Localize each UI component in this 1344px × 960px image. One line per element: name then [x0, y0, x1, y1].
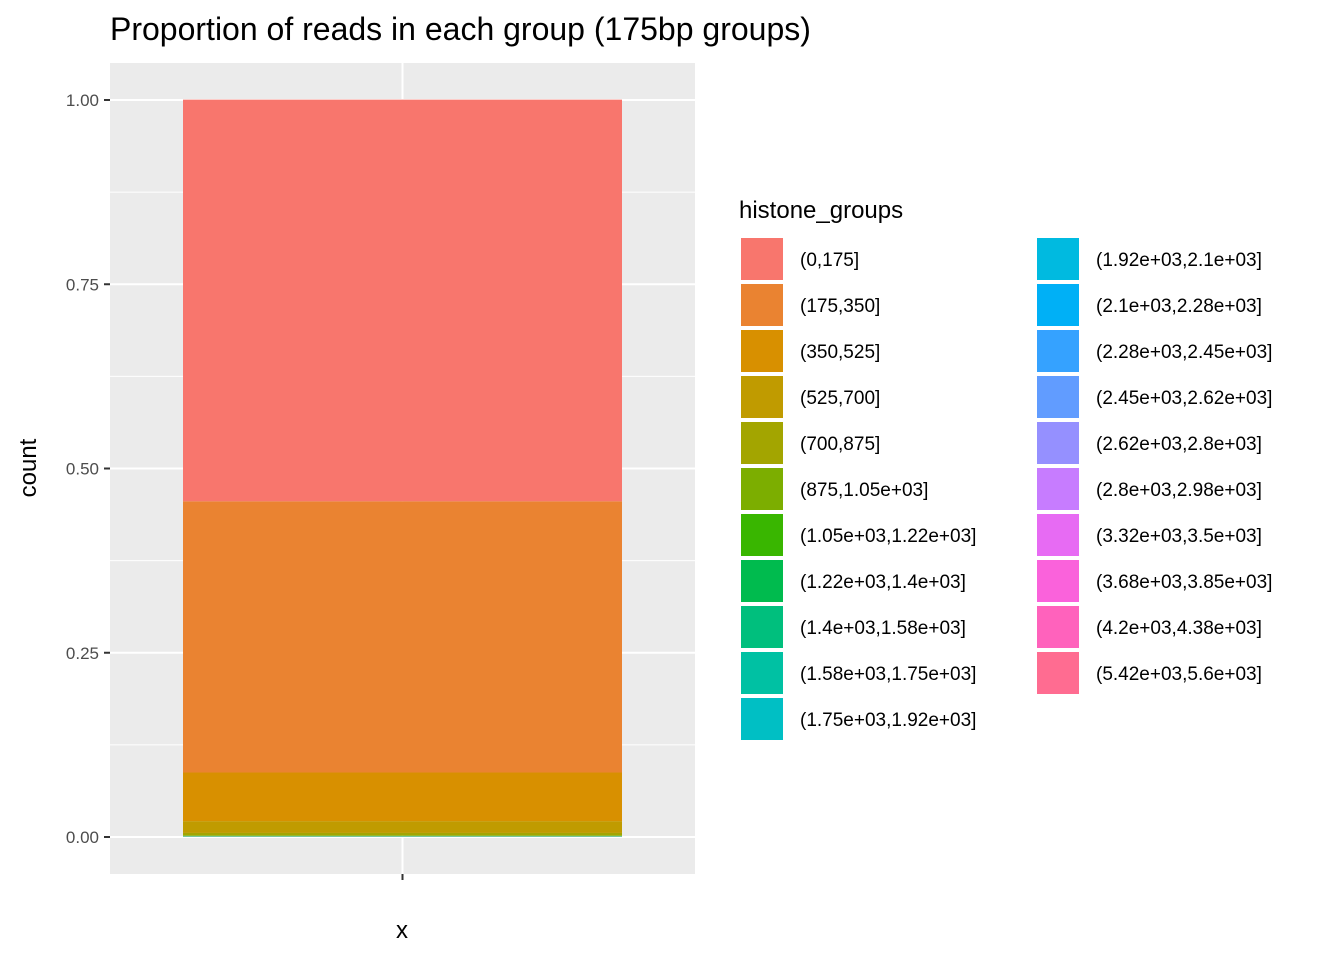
bar-segment [183, 772, 622, 822]
legend-key [1035, 512, 1081, 558]
bar-segment [183, 835, 622, 836]
legend-key [739, 420, 785, 466]
legend-label: (2.45e+03,2.62e+03] [1096, 388, 1272, 409]
y-tick-label: 0.50 [66, 460, 99, 479]
legend-label: (350,525] [800, 342, 880, 363]
legend-label: (2.62e+03,2.8e+03] [1096, 434, 1262, 455]
legend-label: (1.05e+03,1.22e+03] [800, 526, 976, 547]
legend-label: (3.68e+03,3.85e+03] [1096, 572, 1272, 593]
legend-key [1035, 604, 1081, 650]
x-axis-label: x [396, 917, 408, 944]
legend-label: (4.2e+03,4.38e+03] [1096, 618, 1262, 639]
legend-label: (2.8e+03,2.98e+03] [1096, 480, 1262, 501]
legend-key [739, 512, 785, 558]
legend-label: (2.28e+03,2.45e+03] [1096, 342, 1272, 363]
y-tick-label: 1.00 [66, 91, 99, 110]
legend-label: (175,350] [800, 296, 880, 317]
bar-segment [183, 501, 622, 773]
bar-segment [183, 821, 622, 833]
legend-label: (700,875] [800, 434, 880, 455]
legend-key [1035, 374, 1081, 420]
legend-key [739, 328, 785, 374]
chart-title: Proportion of reads in each group (175bp… [110, 11, 811, 47]
legend: (0,175] (175,350] (350,525] (525,700] (700,8… [739, 236, 1272, 742]
legend-key [1035, 650, 1081, 696]
legend-label: (2.1e+03,2.28e+03] [1096, 296, 1262, 317]
legend-title: histone_groups [739, 197, 903, 224]
legend-label: (1.58e+03,1.75e+03] [800, 664, 976, 685]
legend-key [739, 282, 785, 328]
legend-key [1035, 466, 1081, 512]
legend-label: (5.42e+03,5.6e+03] [1096, 664, 1262, 685]
legend-key [1035, 236, 1081, 282]
legend-label: (0,175] [800, 250, 859, 271]
legend-label: (875,1.05e+03] [800, 480, 928, 501]
legend-label: (1.92e+03,2.1e+03] [1096, 250, 1262, 271]
legend-key [739, 604, 785, 650]
y-tick-label: 0.75 [66, 275, 99, 294]
y-tick-label: 0.00 [66, 828, 99, 847]
legend-label: (1.4e+03,1.58e+03] [800, 618, 966, 639]
y-axis-label: count [15, 438, 42, 497]
legend-key [1035, 328, 1081, 374]
y-tick-label: 0.25 [66, 644, 99, 663]
legend-key [1035, 558, 1081, 604]
legend-key [739, 236, 785, 282]
legend-label: (525,700] [800, 388, 880, 409]
legend-key [1035, 282, 1081, 328]
bar-segment [183, 99, 622, 502]
legend-key [739, 650, 785, 696]
legend-key [739, 466, 785, 512]
legend-label: (3.32e+03,3.5e+03] [1096, 526, 1262, 547]
legend-key [1035, 420, 1081, 466]
bar-stack [183, 99, 622, 837]
y-axis: 0.00 0.25 0.50 0.75 1.00 [66, 91, 110, 847]
legend-label: (1.22e+03,1.4e+03] [800, 572, 966, 593]
bar-segment [183, 832, 622, 836]
legend-key [739, 374, 785, 420]
legend-label: (1.75e+03,1.92e+03] [800, 710, 976, 731]
legend-key [739, 558, 785, 604]
legend-key [739, 696, 785, 742]
